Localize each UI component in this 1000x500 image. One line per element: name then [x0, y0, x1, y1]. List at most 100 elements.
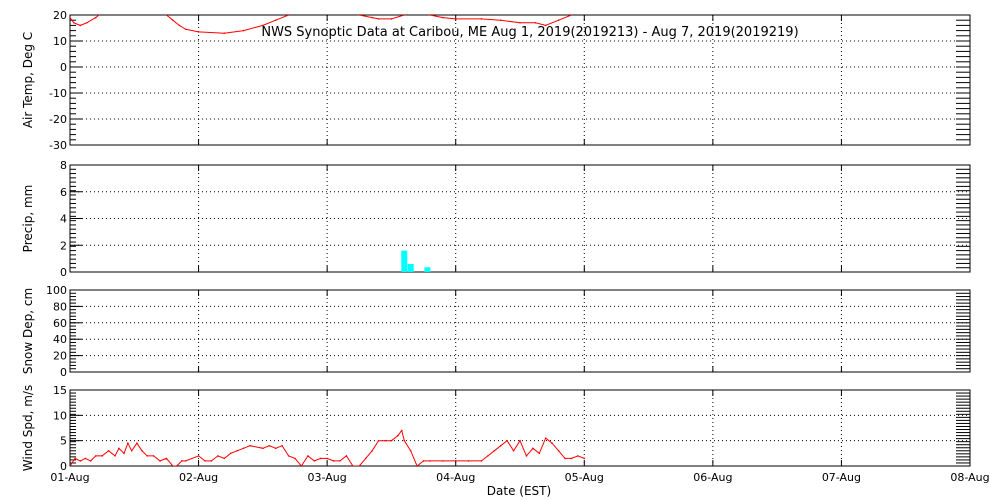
data-point	[364, 457, 367, 460]
data-point	[506, 439, 508, 442]
panel-frame	[69, 389, 971, 467]
data-point	[85, 22, 88, 24]
data-point	[204, 460, 206, 462]
data-point	[274, 19, 277, 22]
data-point	[326, 4, 328, 6]
data-point	[127, 442, 129, 445]
precip-bar	[401, 250, 408, 272]
data-point	[146, 455, 148, 457]
data-point	[300, 465, 303, 466]
data-point	[79, 24, 82, 27]
data-point	[197, 455, 200, 457]
data-point	[400, 429, 403, 432]
data-point	[493, 450, 496, 452]
series-line	[70, 429, 585, 466]
series-group	[70, 429, 586, 466]
chart-title: NWS Synoptic Data at Caribou, ME Aug 1, …	[261, 25, 798, 40]
data-point	[519, 22, 521, 24]
data-point	[101, 455, 103, 457]
data-point	[397, 434, 399, 437]
x-tick-label: 05-Aug	[565, 471, 604, 484]
data-point	[249, 444, 251, 447]
x-tick-label: 02-Aug	[179, 471, 218, 484]
data-point	[525, 455, 528, 457]
data-point	[532, 447, 534, 450]
y-tick-label: -20	[49, 113, 67, 126]
data-point	[114, 455, 116, 457]
data-point	[499, 444, 502, 447]
data-point	[184, 28, 187, 31]
data-point	[454, 18, 457, 20]
data-point	[107, 450, 110, 452]
series-group	[401, 250, 431, 272]
data-point	[301, 9, 303, 11]
data-point	[89, 460, 92, 462]
precip-bar	[424, 267, 431, 272]
data-point	[165, 15, 168, 16]
y-tick-label: 60	[53, 317, 67, 330]
data-point	[262, 24, 264, 27]
x-tick-label: 04-Aug	[436, 471, 475, 484]
data-point	[262, 447, 264, 450]
x-tick-label: 07-Aug	[822, 471, 861, 484]
data-point	[557, 450, 560, 452]
series-line	[70, 15, 573, 34]
y-axis-title: Snow Dep, cm	[21, 288, 35, 374]
data-point	[538, 452, 541, 455]
data-point	[326, 457, 328, 460]
data-point	[114, 6, 116, 8]
data-point	[551, 442, 553, 445]
data-point	[454, 460, 457, 462]
x-tick-label: 01-Aug	[50, 471, 89, 484]
y-axis-title: Wind Spd, m/s	[21, 385, 35, 471]
data-point	[512, 450, 515, 452]
data-point	[287, 15, 290, 16]
data-point	[172, 19, 174, 22]
data-point	[242, 447, 245, 450]
data-point	[70, 16, 71, 19]
data-point	[384, 439, 386, 442]
data-point	[153, 9, 155, 11]
x-tick-label: 08-Aug	[950, 471, 989, 484]
data-point	[429, 15, 431, 16]
data-point	[268, 444, 271, 447]
data-point	[346, 12, 348, 14]
data-point	[442, 16, 444, 19]
data-point	[557, 19, 560, 22]
data-point	[339, 460, 341, 462]
y-tick-label: 0	[60, 366, 67, 379]
data-point	[467, 460, 470, 462]
y-tick-label: 15	[53, 384, 67, 397]
y-axis-title: Air Temp, Deg C	[21, 32, 35, 128]
y-tick-label: 5	[60, 435, 67, 448]
data-point	[178, 24, 181, 27]
data-point	[371, 16, 373, 19]
data-point	[146, 6, 148, 8]
y-tick-label: 80	[53, 300, 67, 313]
data-point	[79, 460, 82, 462]
data-point	[223, 32, 226, 34]
panel-frame	[69, 289, 971, 373]
data-point	[319, 457, 322, 460]
series-group	[70, 4, 573, 34]
data-point	[197, 31, 200, 33]
data-point	[358, 15, 361, 16]
data-point	[70, 465, 71, 466]
data-point	[409, 450, 412, 452]
y-tick-label: 8	[60, 159, 67, 172]
data-point	[133, 4, 135, 6]
y-tick-label: 100	[46, 284, 67, 297]
y-tick-label: 20	[53, 350, 67, 363]
x-axis-title: Date (EST)	[487, 484, 551, 498]
panel-4: 15 10 5 0 Wind Spd, m/s	[21, 384, 971, 473]
data-point	[358, 465, 361, 466]
data-point	[352, 465, 354, 466]
data-point	[534, 22, 537, 24]
panel-frame	[69, 14, 971, 146]
data-point	[371, 450, 373, 452]
data-point	[307, 455, 309, 457]
data-point	[320, 4, 322, 6]
data-point	[84, 457, 87, 460]
